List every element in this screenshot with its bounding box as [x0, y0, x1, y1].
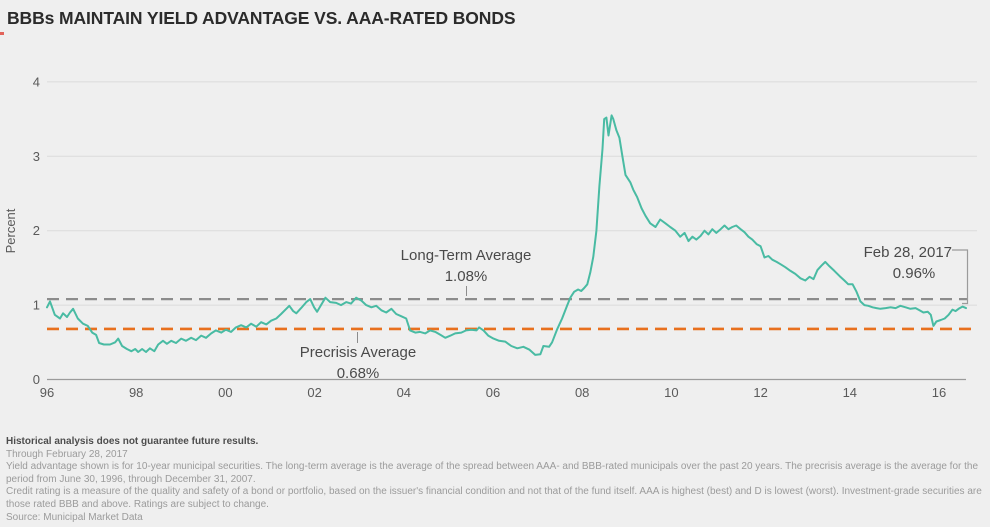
source-text: Source: Municipal Market Data — [6, 511, 143, 523]
footnote-1: Yield advantage shown is for 10-year mun… — [6, 461, 979, 485]
footnotes: Historical analysis does not guarantee f… — [6, 436, 986, 524]
bbb-aaa-spread-line — [46, 114, 967, 356]
y-tick-label-0: 0 — [33, 372, 40, 387]
series-line — [46, 114, 967, 356]
x-tick-label-96: 96 — [40, 385, 54, 400]
endpoint-bracket — [952, 249, 969, 305]
precrisis-average-value: 0.68% — [337, 365, 380, 382]
x-tick-label-98: 98 — [129, 385, 143, 400]
x-tick-label-16: 16 — [932, 385, 946, 400]
y-tick-label-3: 3 — [33, 149, 40, 164]
x-tick-label-06: 06 — [486, 385, 500, 400]
precrisis-average-label: Precrisis Average — [300, 344, 416, 361]
footnote-2: Credit rating is a measure of the qualit… — [6, 486, 982, 510]
x-tick-label-04: 04 — [397, 385, 411, 400]
x-tick-label-02: 02 — [307, 385, 321, 400]
endpoint-value-label: 0.96% — [893, 265, 936, 282]
x-tick-label-10: 10 — [664, 385, 678, 400]
y-axis-title: Percent — [3, 208, 18, 253]
x-tick-label-12: 12 — [753, 385, 767, 400]
y-tick-label-4: 4 — [33, 74, 40, 89]
x-tick-label-14: 14 — [843, 385, 857, 400]
long-term-average-label: Long-Term Average — [401, 247, 532, 264]
disclaimer-text: Historical analysis does not guarantee f… — [6, 436, 259, 447]
through-date-text: Through February 28, 2017 — [6, 448, 128, 460]
red-accent-mark — [0, 32, 4, 35]
long-term-average-value: 1.08% — [445, 268, 488, 285]
gridlines — [47, 81, 977, 381]
x-tick-label-08: 08 — [575, 385, 589, 400]
chart-title: BBBs MAINTAIN YIELD ADVANTAGE VS. AAA-RA… — [7, 8, 516, 28]
endpoint-date-label: Feb 28, 2017 — [864, 244, 952, 261]
y-tick-label-2: 2 — [33, 223, 40, 238]
reference-lines — [47, 298, 976, 331]
x-tick-label-00: 00 — [218, 385, 232, 400]
y-tick-label-1: 1 — [33, 298, 40, 313]
